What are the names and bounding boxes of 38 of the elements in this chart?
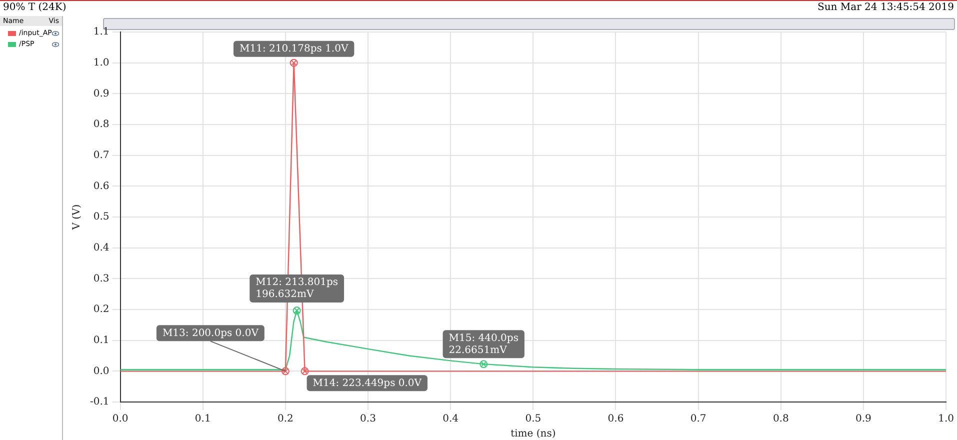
y-tick-label: 0.8 [93,119,110,130]
x-tick-label: 0.5 [525,414,542,425]
chart-subtitle: Sun Mar 24 13:45:54 2019 [817,2,954,15]
y-tick-label: 0.9 [93,88,110,100]
x-tick-label: 0.8 [772,414,789,425]
text: 90% T (24K) [3,2,66,15]
point [292,306,301,315]
x-tick-label: 0.9 [856,414,872,425]
point [290,58,298,67]
y-tick-label: 0.2 [93,304,110,316]
point [281,367,290,376]
x-tick-label: 0.4 [442,414,459,425]
x-tick-label: 0.1 [194,414,211,425]
x-tick-label: 0.7 [690,414,706,425]
x-tick-label: 0.0 [112,414,128,425]
x-tick-label: 0.3 [360,414,376,425]
x-tick-label: 0.2 [277,414,294,425]
annotation: M12: 213.801ps 196.632mV [256,277,338,300]
annotation: M13: 200.0ps 0.0V [162,328,260,339]
y-tick-label: 0.0 [93,366,110,377]
point [300,367,309,376]
y-tick-label: 0.7 [93,150,110,161]
annotation: M15: 440.0ps 22.6651mV [448,332,518,356]
y-tick-label: 1.0 [93,57,110,68]
annotation: M11: 210.178ps 1.0V [239,43,349,54]
annotation: M14: 223.449ps 0.0V [312,378,422,389]
y-tick-label: 0.3 [93,273,110,284]
y-tick-label: 0.6 [93,180,110,192]
y-tick-label: 0.1 [93,334,110,346]
y-tick-label: -0.1 [90,396,110,408]
y-tick-label: 1.1 [93,26,110,38]
y-tick-label: 0.5 [93,212,110,223]
x-axis-title: time (ns) [510,428,556,440]
y-axis-title: V (V) [72,204,83,231]
x-tick-label: 1.0 [938,414,954,425]
y-tick-label: 0.4 [93,242,110,254]
point [480,360,488,368]
x-tick-label: 0.6 [608,414,624,425]
